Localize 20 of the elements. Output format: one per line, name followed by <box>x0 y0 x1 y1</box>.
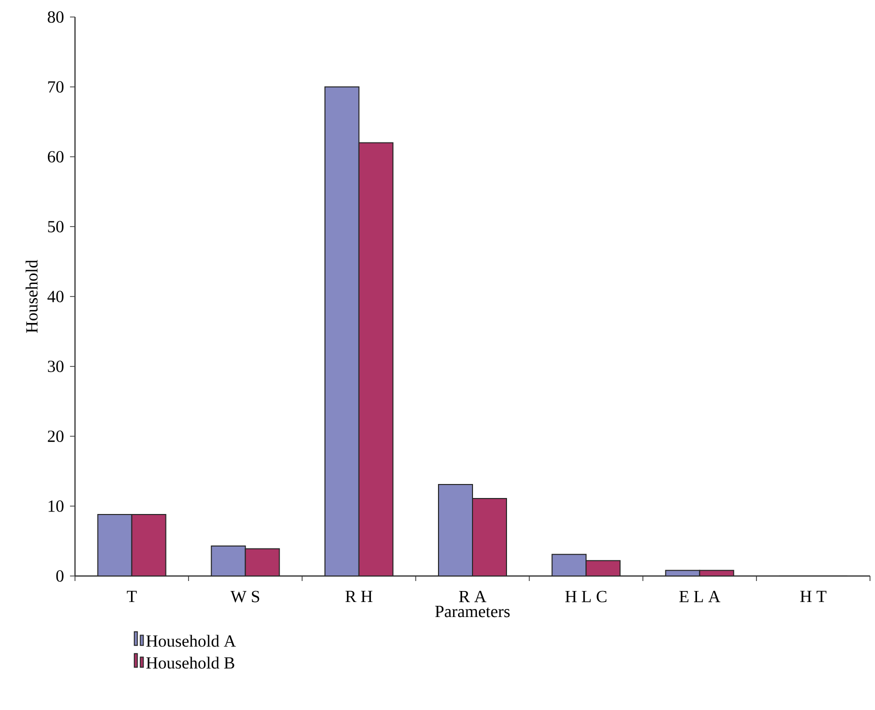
legend-label: Household A <box>146 634 236 647</box>
x-tick-label: R H <box>345 590 372 602</box>
x-tick-label: H T <box>800 590 826 602</box>
y-tick-label: 80 <box>48 11 64 23</box>
y-tick-label: 30 <box>48 360 64 372</box>
x-axis-title: Parameters <box>435 606 510 618</box>
x-tick-label: W S <box>230 590 260 602</box>
x-tick-label: T <box>126 590 137 602</box>
y-tick-label: 0 <box>56 570 64 582</box>
x-tick-label: R A <box>459 590 486 602</box>
legend-label: Household B <box>146 656 234 669</box>
x-tick-label: H L C <box>565 590 606 602</box>
y-tick-label: 70 <box>48 81 64 93</box>
y-tick-label: 60 <box>48 151 64 162</box>
y-axis-title: Household <box>26 260 38 333</box>
y-tick-label: 20 <box>48 430 64 442</box>
y-tick-label: 50 <box>48 220 64 232</box>
y-tick-label: 40 <box>47 290 64 302</box>
y-tick-label: 10 <box>48 500 64 512</box>
x-tick-label: E L A <box>679 590 720 602</box>
